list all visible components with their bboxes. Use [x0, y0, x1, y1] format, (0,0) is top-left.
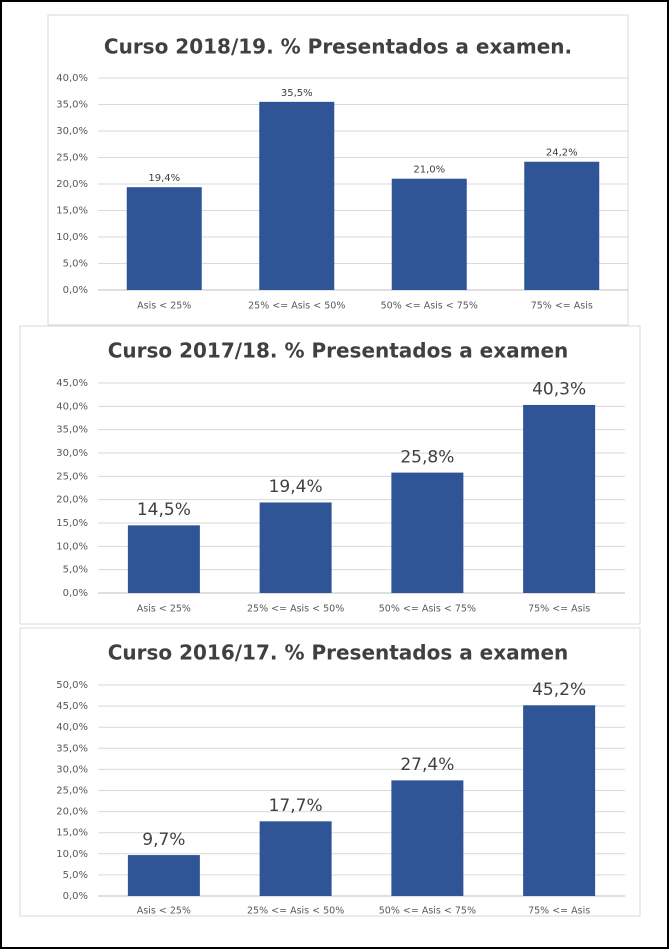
- x-tick-label: 50% <= Asis < 75%: [379, 906, 476, 917]
- x-tick-label: 25% <= Asis < 50%: [247, 604, 344, 615]
- bar: [523, 705, 596, 896]
- y-tick-label: 30,0%: [56, 764, 88, 775]
- value-label: 45,2%: [532, 680, 586, 700]
- y-tick-label: 10,0%: [56, 849, 88, 860]
- y-tick-label: 0,0%: [63, 285, 88, 296]
- chart-box: [19, 627, 641, 917]
- y-tick-label: 0,0%: [63, 891, 88, 902]
- chart-box: [19, 325, 641, 625]
- x-tick-label: 25% <= Asis < 50%: [247, 906, 344, 917]
- x-tick-label: Asis < 25%: [137, 906, 191, 917]
- value-label: 24,2%: [546, 148, 578, 159]
- value-label: 25,8%: [400, 447, 454, 467]
- y-tick-label: 35,0%: [56, 425, 88, 436]
- x-tick-label: 50% <= Asis < 75%: [381, 301, 478, 312]
- value-label: 14,5%: [137, 500, 191, 520]
- bar: [127, 525, 200, 593]
- y-tick-label: 15,0%: [56, 828, 88, 839]
- y-tick-label: 20,0%: [56, 807, 88, 818]
- bar: [259, 502, 332, 593]
- x-tick-label: 75% <= Asis: [528, 604, 590, 615]
- y-tick-label: 30,0%: [56, 126, 88, 137]
- bar: [524, 161, 600, 290]
- bar: [523, 404, 596, 593]
- y-tick-label: 5,0%: [63, 870, 88, 881]
- value-label: 21,0%: [413, 165, 445, 176]
- bar: [391, 178, 467, 290]
- value-label: 27,4%: [400, 755, 454, 775]
- y-tick-label: 15,0%: [56, 518, 88, 529]
- x-tick-label: 75% <= Asis: [531, 301, 593, 312]
- x-tick-label: 75% <= Asis: [528, 906, 590, 917]
- y-tick-label: 45,0%: [56, 378, 88, 389]
- y-tick-label: 25,0%: [56, 153, 88, 164]
- x-tick-label: Asis < 25%: [137, 301, 191, 312]
- value-label: 19,4%: [269, 477, 323, 497]
- bar: [127, 855, 200, 896]
- value-label: 40,3%: [532, 380, 586, 400]
- x-tick-label: 50% <= Asis < 75%: [379, 604, 476, 615]
- y-tick-label: 5,0%: [63, 259, 88, 270]
- bar: [259, 101, 335, 290]
- y-tick-label: 50,0%: [56, 680, 88, 691]
- y-tick-label: 0,0%: [63, 588, 88, 599]
- y-tick-label: 40,0%: [56, 722, 88, 733]
- chart-title: Curso 2016/17. % Presentados a examen: [108, 641, 569, 665]
- y-tick-label: 25,0%: [56, 471, 88, 482]
- bar: [126, 187, 202, 290]
- value-label: 19,4%: [148, 173, 180, 184]
- x-tick-label: Asis < 25%: [137, 604, 191, 615]
- bar: [391, 780, 464, 896]
- chart-title: Curso 2017/18. % Presentados a examen: [108, 339, 569, 363]
- y-tick-label: 35,0%: [56, 743, 88, 754]
- y-tick-label: 10,0%: [56, 541, 88, 552]
- y-tick-label: 35,0%: [56, 100, 88, 111]
- y-tick-label: 10,0%: [56, 232, 88, 243]
- value-label: 17,7%: [269, 796, 323, 816]
- y-tick-label: 15,0%: [56, 206, 88, 217]
- chart-title: Curso 2018/19. % Presentados a examen.: [104, 35, 572, 59]
- x-tick-label: 25% <= Asis < 50%: [248, 301, 345, 312]
- value-label: 9,7%: [142, 830, 185, 850]
- bar: [259, 821, 332, 896]
- bar: [391, 472, 464, 593]
- y-tick-label: 40,0%: [56, 73, 88, 84]
- y-tick-label: 20,0%: [56, 495, 88, 506]
- y-tick-label: 45,0%: [56, 701, 88, 712]
- y-tick-label: 30,0%: [56, 448, 88, 459]
- chart-box: [47, 14, 629, 326]
- y-tick-label: 5,0%: [63, 565, 88, 576]
- value-label: 35,5%: [281, 88, 313, 99]
- y-tick-label: 40,0%: [56, 401, 88, 412]
- y-tick-label: 25,0%: [56, 786, 88, 797]
- y-tick-label: 20,0%: [56, 179, 88, 190]
